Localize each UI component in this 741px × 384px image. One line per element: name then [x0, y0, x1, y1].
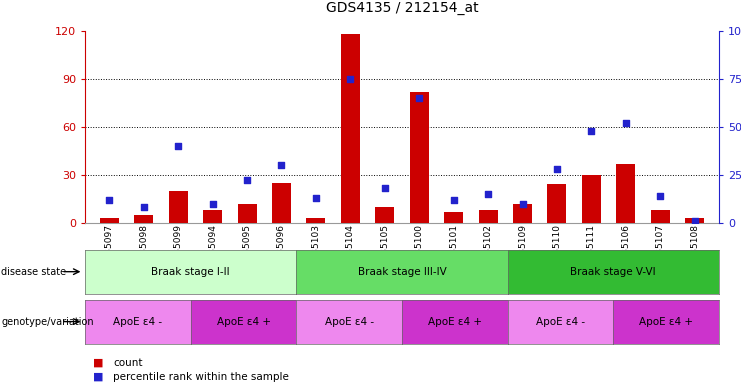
- Point: [448, 197, 459, 203]
- Text: GDS4135 / 212154_at: GDS4135 / 212154_at: [326, 2, 478, 15]
- Point: [688, 218, 700, 224]
- Bar: [272, 183, 291, 223]
- Text: count: count: [113, 358, 143, 368]
- Text: Braak stage III-IV: Braak stage III-IV: [358, 266, 446, 277]
- Text: ApoE ε4 -: ApoE ε4 -: [536, 316, 585, 327]
- Bar: [410, 91, 429, 223]
- Bar: [238, 204, 256, 223]
- Bar: [513, 204, 532, 223]
- Text: percentile rank within the sample: percentile rank within the sample: [113, 372, 289, 382]
- Text: Braak stage I-II: Braak stage I-II: [151, 266, 230, 277]
- Point: [138, 204, 150, 210]
- Text: ■: ■: [93, 358, 103, 368]
- Bar: [444, 212, 463, 223]
- Point: [104, 197, 116, 203]
- Point: [276, 162, 288, 168]
- Bar: [341, 34, 360, 223]
- Bar: [169, 191, 187, 223]
- Text: ApoE ε4 +: ApoE ε4 +: [428, 316, 482, 327]
- Point: [654, 193, 666, 199]
- Bar: [651, 210, 670, 223]
- Point: [379, 185, 391, 191]
- Point: [551, 166, 563, 172]
- Bar: [134, 215, 153, 223]
- Text: genotype/variation: genotype/variation: [1, 316, 94, 327]
- Text: ■: ■: [93, 372, 103, 382]
- Text: ApoE ε4 -: ApoE ε4 -: [113, 316, 162, 327]
- Text: Braak stage V-VI: Braak stage V-VI: [571, 266, 656, 277]
- Bar: [548, 184, 566, 223]
- Bar: [685, 218, 704, 223]
- Bar: [307, 218, 325, 223]
- Point: [172, 143, 184, 149]
- Point: [345, 76, 356, 82]
- Bar: [582, 175, 601, 223]
- Point: [310, 195, 322, 201]
- Text: disease state: disease state: [1, 266, 67, 277]
- Point: [241, 177, 253, 184]
- Bar: [479, 210, 497, 223]
- Bar: [617, 164, 635, 223]
- Point: [516, 200, 528, 207]
- Point: [585, 127, 597, 134]
- Point: [413, 95, 425, 101]
- Point: [207, 200, 219, 207]
- Text: ApoE ε4 -: ApoE ε4 -: [325, 316, 373, 327]
- Point: [620, 120, 632, 126]
- Text: ApoE ε4 +: ApoE ε4 +: [216, 316, 270, 327]
- Bar: [203, 210, 222, 223]
- Bar: [100, 218, 119, 223]
- Point: [482, 191, 494, 197]
- Bar: [375, 207, 394, 223]
- Text: ApoE ε4 +: ApoE ε4 +: [639, 316, 693, 327]
